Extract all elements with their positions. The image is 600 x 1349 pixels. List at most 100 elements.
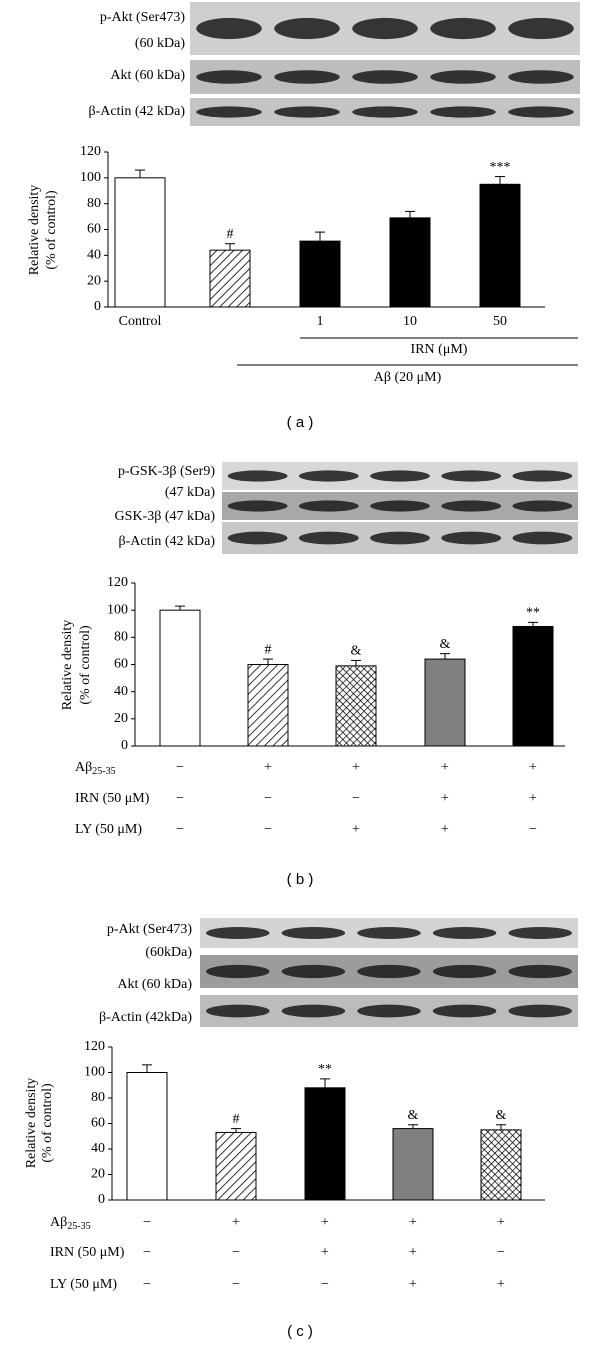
treatment-sign: − — [176, 760, 184, 775]
blot-label: β-Actin (42kDa) — [99, 1010, 192, 1025]
y-tick-label: 20 — [87, 273, 101, 288]
blot-band — [227, 500, 288, 512]
blot-band — [512, 500, 573, 512]
annotation: # — [233, 1112, 240, 1127]
y-axis-label: (% of control) — [44, 190, 59, 270]
treatment-name: Aβ — [75, 760, 92, 775]
annotation: ** — [526, 606, 540, 621]
treatment-sign: + — [352, 822, 360, 837]
blot-label: β-Actin (42 kDa) — [118, 534, 215, 549]
treatment-sign: + — [441, 760, 449, 775]
error-bar — [351, 659, 361, 666]
blot-band — [357, 1004, 421, 1018]
treatment-sign: + — [409, 1277, 417, 1292]
blot-band — [298, 531, 359, 545]
treatment-sign: + — [321, 1215, 329, 1230]
bar — [159, 609, 201, 747]
treatment-sign: + — [441, 791, 449, 806]
blot-band — [206, 964, 270, 979]
treatment-subscript: 25-35 — [92, 766, 115, 777]
error-bar — [142, 1064, 152, 1073]
treatment-sign: − — [176, 791, 184, 806]
blot-band — [508, 17, 574, 40]
blot-band — [298, 500, 359, 512]
blot-label: Akt (60 kDa) — [117, 977, 192, 992]
blot-band — [432, 927, 497, 939]
y-tick-label: 0 — [94, 299, 101, 314]
annotation: # — [227, 227, 234, 242]
y-tick-label: 80 — [87, 196, 101, 211]
treatment-name: LY (50 μM) — [75, 822, 142, 837]
blot-band — [281, 927, 346, 939]
blot-band — [206, 1004, 270, 1018]
y-tick-label: 40 — [91, 1141, 105, 1156]
y-tick-label: 120 — [84, 1039, 105, 1054]
blot-label: GSK-3β (47 kDa) — [115, 509, 216, 524]
y-tick-label: 60 — [114, 657, 128, 672]
blot-band — [441, 531, 502, 545]
blot-band — [370, 500, 430, 512]
error-bar — [495, 176, 505, 185]
bar — [304, 1087, 346, 1201]
blot-band — [227, 470, 288, 482]
y-tick-label: 80 — [91, 1090, 105, 1105]
blot-band — [508, 106, 574, 118]
y-tick-label: 120 — [80, 144, 101, 159]
treatment-sign: − — [321, 1277, 329, 1292]
bar — [424, 658, 466, 747]
y-tick-label: 20 — [114, 711, 128, 726]
error-bar — [231, 1128, 241, 1133]
error-bar — [135, 169, 145, 178]
y-tick-label: 0 — [98, 1192, 105, 1207]
treatment-sign: − — [529, 822, 537, 837]
blot-band — [512, 470, 573, 482]
bar — [247, 664, 289, 747]
annotation: & — [408, 1108, 419, 1123]
blot-band — [274, 70, 340, 84]
blot-band — [352, 17, 418, 40]
treatment-sign: + — [529, 791, 537, 806]
treatment-sign: + — [497, 1277, 505, 1292]
y-tick-label: 100 — [80, 170, 101, 185]
bar — [335, 665, 377, 747]
y-tick-label: 0 — [121, 738, 128, 753]
annotation: ** — [318, 1062, 332, 1077]
blot-band — [430, 70, 496, 84]
treatment-sign: − — [497, 1245, 505, 1260]
blot-band — [196, 17, 262, 40]
blot-label: Akt (60 kDa) — [110, 68, 185, 83]
y-axis-label: (% of control) — [40, 1083, 55, 1163]
treatment-sign: + — [352, 760, 360, 775]
blot-label: β-Actin (42 kDa) — [88, 104, 185, 119]
treatment-sign: − — [264, 791, 272, 806]
blot-band — [281, 1004, 346, 1018]
blot-band — [512, 531, 573, 545]
blot-band — [430, 106, 496, 118]
blot-band — [352, 70, 418, 84]
blot-band — [357, 964, 421, 979]
error-bar — [263, 658, 273, 665]
treatment-name: IRN (50 μM) — [50, 1245, 125, 1260]
bar — [392, 1128, 434, 1201]
blot-band — [298, 470, 359, 482]
blot-label: (47 kDa) — [165, 485, 215, 500]
treatment-label: Aβ25-35 — [50, 1215, 91, 1232]
x-tick-label: 1 — [317, 314, 324, 329]
group-label: IRN (μM) — [411, 342, 468, 357]
treatment-name: IRN (50 μM) — [75, 791, 150, 806]
blot-band — [352, 106, 418, 118]
treatment-sign: − — [232, 1245, 240, 1260]
blot-band — [274, 17, 340, 40]
bar — [480, 1129, 522, 1201]
treatment-sign: + — [409, 1245, 417, 1260]
annotation: # — [265, 642, 272, 657]
blot-label: p-Akt (Ser473) — [100, 10, 185, 25]
error-bar — [440, 653, 450, 660]
blot-label: (60 kDa) — [135, 36, 185, 51]
annotation: & — [351, 644, 362, 659]
error-bar — [175, 605, 185, 611]
error-bar — [528, 621, 538, 627]
bar — [126, 1072, 168, 1201]
annotation: *** — [490, 160, 511, 175]
treatment-label: IRN (50 μM) — [50, 1245, 125, 1260]
